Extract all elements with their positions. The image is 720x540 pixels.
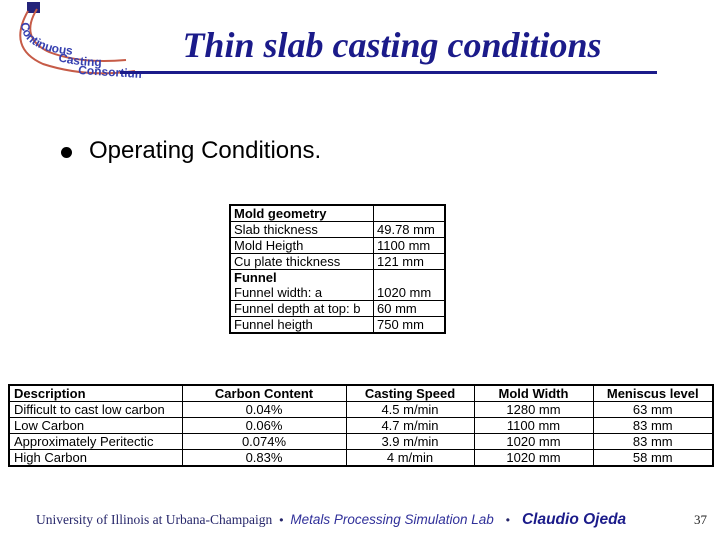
mold-row-label: Mold Heigth xyxy=(229,237,374,254)
cell-carbon-content: 0.83% xyxy=(181,449,347,467)
mold-row-value: 750 mm xyxy=(373,316,446,334)
mold-row-value: 60 mm xyxy=(373,300,446,317)
table-row: High Carbon 0.83% 4 m/min 1020 mm 58 mm xyxy=(8,449,714,467)
table-row: Funnel width: a 1020 mm xyxy=(229,285,446,301)
cell-carbon-content: 0.04% xyxy=(181,401,347,418)
mold-row-value: 1100 mm xyxy=(373,237,446,254)
logo-text-consortium: Consortium xyxy=(78,63,143,81)
cell-description: High Carbon xyxy=(8,449,183,467)
cell-mold-width: 1100 mm xyxy=(473,417,594,434)
mold-row-label: Funnel xyxy=(229,269,374,285)
cell-casting-speed: 4.7 m/min xyxy=(345,417,475,434)
footer-separator: • xyxy=(279,513,284,527)
footer-separator: • xyxy=(505,513,510,527)
logo-arc-inner xyxy=(29,8,127,62)
table-row: Funnel depth at top: b 60 mm xyxy=(229,300,446,317)
col-header-carbon-content: Carbon Content xyxy=(181,384,347,402)
cell-casting-speed: 3.9 m/min xyxy=(345,433,475,450)
cell-meniscus-level: 83 mm xyxy=(592,417,714,434)
cell-carbon-content: 0.074% xyxy=(181,433,347,450)
slide-footer: University of Illinois at Urbana-Champai… xyxy=(36,511,707,529)
cell-casting-speed: 4.5 m/min xyxy=(345,401,475,418)
cell-mold-width: 1020 mm xyxy=(473,433,594,450)
cell-description: Low Carbon xyxy=(8,417,183,434)
mold-row-label: Funnel width: a xyxy=(229,285,374,301)
mold-row-label: Mold geometry xyxy=(229,204,374,222)
mold-geometry-table: Mold geometry Slab thickness 49.78 mm Mo… xyxy=(229,204,446,334)
cell-description: Difficult to cast low carbon xyxy=(8,401,183,418)
cell-mold-width: 1280 mm xyxy=(473,401,594,418)
col-header-casting-speed: Casting Speed xyxy=(345,384,475,402)
casting-conditions-table: Description Carbon Content Casting Speed… xyxy=(8,384,714,467)
bullet-item: Operating Conditions. xyxy=(61,137,321,165)
table-row: Difficult to cast low carbon 0.04% 4.5 m… xyxy=(8,401,714,418)
bullet-icon xyxy=(61,147,72,158)
mold-row-label: Cu plate thickness xyxy=(229,253,374,270)
footer-lab: Metals Processing Simulation Lab xyxy=(290,512,494,527)
mold-row-value xyxy=(373,204,446,222)
cell-meniscus-level: 58 mm xyxy=(592,449,714,467)
table-row: Cu plate thickness 121 mm xyxy=(229,253,446,270)
mold-row-label: Funnel heigth xyxy=(229,316,374,334)
mold-row-label: Funnel depth at top: b xyxy=(229,300,374,317)
mold-row-value xyxy=(373,269,446,285)
col-header-meniscus-level: Meniscus level xyxy=(592,384,714,402)
cell-carbon-content: 0.06% xyxy=(181,417,347,434)
footer-university: University of Illinois at Urbana-Champai… xyxy=(36,512,273,527)
mold-row-value: 121 mm xyxy=(373,253,446,270)
table-row: Mold geometry xyxy=(229,204,446,222)
mold-row-value: 49.78 mm xyxy=(373,221,446,238)
cell-casting-speed: 4 m/min xyxy=(345,449,475,467)
table-row: Funnel heigth 750 mm xyxy=(229,316,446,334)
logo-text-casting: Casting xyxy=(57,50,102,69)
mold-row-value: 1020 mm xyxy=(373,285,446,301)
col-header-mold-width: Mold Width xyxy=(473,384,594,402)
consortium-logo-icon: Continuous Casting Consortium xyxy=(18,2,143,81)
table-row: Approximately Peritectic 0.074% 3.9 m/mi… xyxy=(8,433,714,450)
page-number: 37 xyxy=(694,512,707,527)
table-row: Funnel xyxy=(229,269,446,285)
logo-square xyxy=(27,2,40,13)
logo-arc-outer xyxy=(19,10,136,75)
table-row: Low Carbon 0.06% 4.7 m/min 1100 mm 83 mm xyxy=(8,417,714,434)
table-row: Mold Heigth 1100 mm xyxy=(229,237,446,254)
mold-row-label: Slab thickness xyxy=(229,221,374,238)
cell-meniscus-level: 63 mm xyxy=(592,401,714,418)
cell-meniscus-level: 83 mm xyxy=(592,433,714,450)
cell-description: Approximately Peritectic xyxy=(8,433,183,450)
title-underline xyxy=(120,71,657,74)
table-row: Slab thickness 49.78 mm xyxy=(229,221,446,238)
bullet-text: Operating Conditions. xyxy=(89,137,322,164)
footer-author: Claudio Ojeda xyxy=(521,511,627,528)
slide-title: Thin slab casting conditions xyxy=(182,25,602,65)
col-header-description: Description xyxy=(8,384,183,402)
cell-mold-width: 1020 mm xyxy=(473,449,594,467)
table-header-row: Description Carbon Content Casting Speed… xyxy=(8,384,714,402)
